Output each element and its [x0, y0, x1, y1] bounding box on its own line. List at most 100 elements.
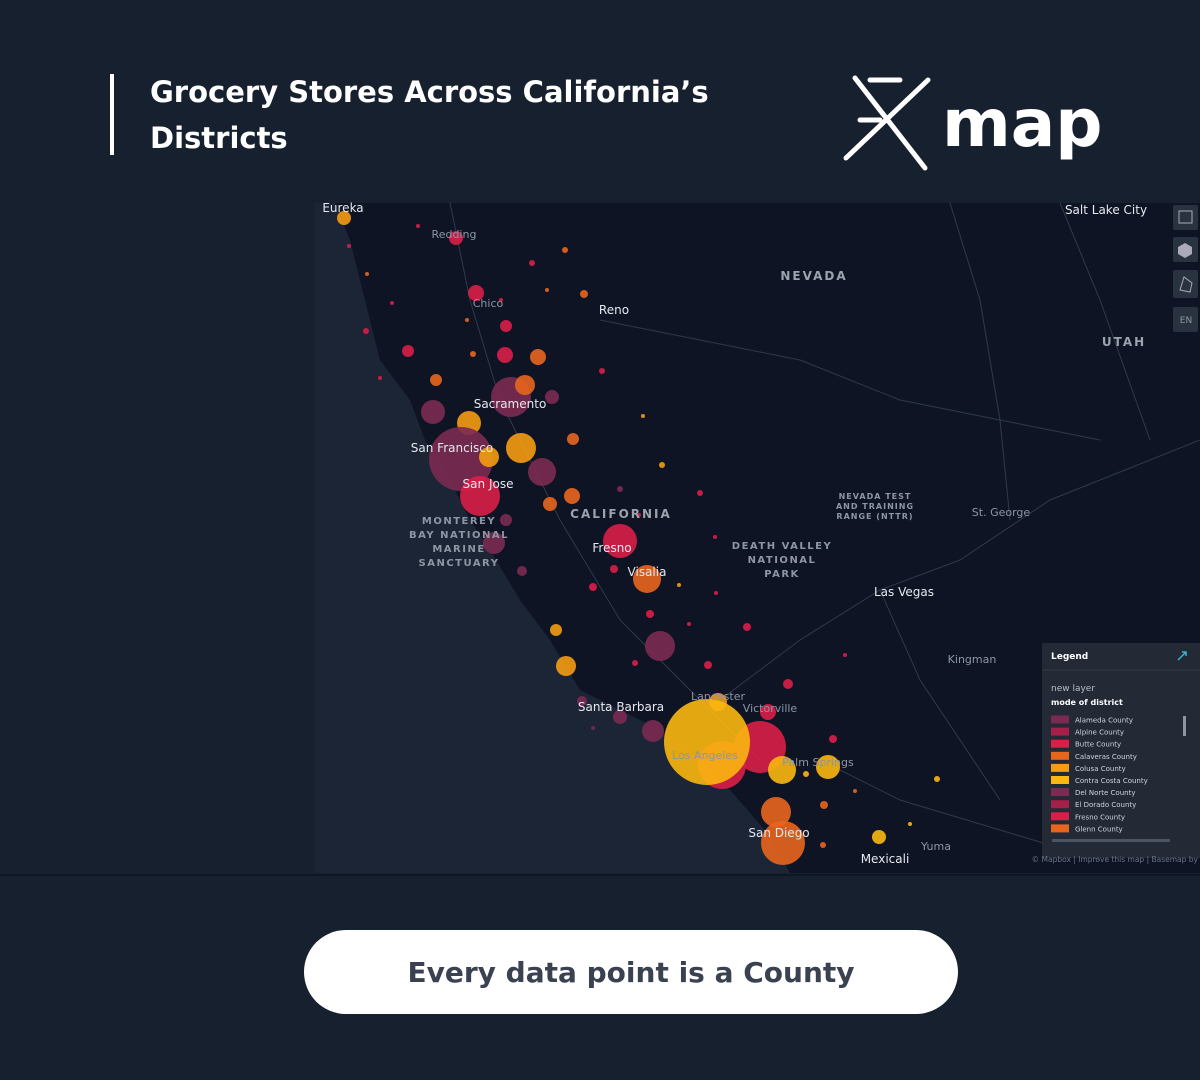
point: [363, 328, 369, 334]
point: [530, 349, 546, 365]
map: Eureka Redding Chico Reno NEVADA UTAH Sa…: [315, 201, 1200, 873]
point: [515, 375, 535, 395]
point: [430, 374, 442, 386]
legend-label: Calaveras County: [1075, 753, 1137, 761]
point: [603, 524, 637, 558]
map-label: Fresno: [592, 541, 631, 555]
point: [421, 400, 445, 424]
point: [610, 565, 618, 573]
point: [664, 699, 750, 785]
map-label: Visalia: [628, 565, 667, 579]
point: [820, 842, 826, 848]
map-label: UTAH: [1102, 335, 1146, 349]
map-label: Lancaster: [691, 690, 745, 703]
point: [337, 211, 351, 225]
map-label: MARINE: [432, 544, 485, 555]
map-label: SANCTUARY: [419, 558, 500, 569]
point: [416, 224, 420, 228]
legend-swatch: [1051, 788, 1069, 797]
point: [760, 704, 776, 720]
point: [470, 351, 476, 357]
collapse-button[interactable]: [1177, 651, 1187, 661]
point: [562, 247, 568, 253]
point: [761, 797, 791, 827]
point: [645, 631, 675, 661]
point: [564, 488, 580, 504]
point: [591, 726, 595, 730]
point: [697, 490, 703, 496]
legend-swatch: [1051, 715, 1069, 724]
point: [545, 288, 549, 292]
map-label: Redding: [432, 228, 477, 241]
language-button[interactable]: [1173, 307, 1198, 332]
map-label: NEVADA: [780, 269, 847, 283]
point: [743, 623, 751, 631]
legend-field: mode of district: [1051, 698, 1123, 707]
point: [641, 414, 645, 418]
legend-label: Glenn County: [1075, 825, 1123, 833]
point: [659, 462, 665, 468]
point: [843, 653, 847, 657]
point: [617, 486, 623, 492]
point: [500, 320, 512, 332]
point: [637, 513, 641, 517]
point: [483, 532, 505, 554]
point: [517, 566, 527, 576]
title: Districts: [150, 121, 288, 155]
map-labels: Eureka Redding Chico Reno NEVADA UTAH Sa…: [322, 201, 1147, 866]
draw-button[interactable]: [1173, 270, 1198, 298]
icon: [1178, 243, 1192, 258]
point: [567, 433, 579, 445]
legend-label: El Dorado County: [1075, 801, 1136, 809]
legend-items: Alameda County Alpine County Butte County C…: [1051, 715, 1148, 833]
point: [506, 433, 536, 463]
point: [934, 776, 940, 782]
legend-swatch: [1051, 800, 1069, 809]
map-label: Mexicali: [861, 852, 910, 866]
point: [768, 756, 796, 784]
map-label: RANGE (NTTR): [836, 512, 913, 521]
point: [677, 583, 681, 587]
point: [449, 231, 463, 245]
title: Grocery Stores Across California’s: [150, 75, 709, 109]
point: [460, 476, 500, 516]
map-label: Santa Barbara: [578, 700, 664, 714]
map-label: Sacramento: [474, 397, 547, 411]
icon: [1179, 276, 1193, 293]
point: [589, 583, 597, 591]
legend-label: Butte County: [1075, 741, 1121, 749]
point: [816, 755, 840, 779]
point: [545, 390, 559, 404]
point: [908, 822, 912, 826]
point: [646, 610, 654, 618]
point: [543, 497, 557, 511]
point: [633, 565, 661, 593]
point: [783, 679, 793, 689]
point: [500, 514, 512, 526]
logo-text: map: [942, 85, 1103, 162]
point: [713, 535, 717, 539]
scrollbar-h[interactable]: [1052, 839, 1170, 842]
map-label: Victorville: [743, 702, 798, 715]
map-label: Salt Lake City: [1065, 203, 1147, 217]
caption: Every data point is a County: [304, 930, 958, 1014]
point: [378, 376, 382, 380]
points: [337, 211, 940, 865]
point: [499, 298, 503, 302]
map-label: Las Vegas: [874, 585, 934, 599]
split-map-button[interactable]: [1173, 205, 1198, 230]
point: [829, 735, 837, 743]
map-label: Kingman: [948, 653, 997, 666]
legend-swatch: [1051, 727, 1069, 736]
legend-label: Fresno County: [1075, 813, 1125, 821]
point: [853, 789, 857, 793]
map-label: DEATH VALLEY: [732, 541, 832, 552]
point: [872, 830, 886, 844]
legend-swatch: [1051, 751, 1069, 760]
legend-title: Legend: [1051, 652, 1088, 662]
attribution: © Mapbox | Improve this map | Basemap by: [1032, 855, 1199, 864]
scrollbar[interactable]: [1183, 716, 1186, 736]
logo-mark: [843, 75, 931, 171]
map-label: NEVADA TEST: [839, 492, 912, 501]
